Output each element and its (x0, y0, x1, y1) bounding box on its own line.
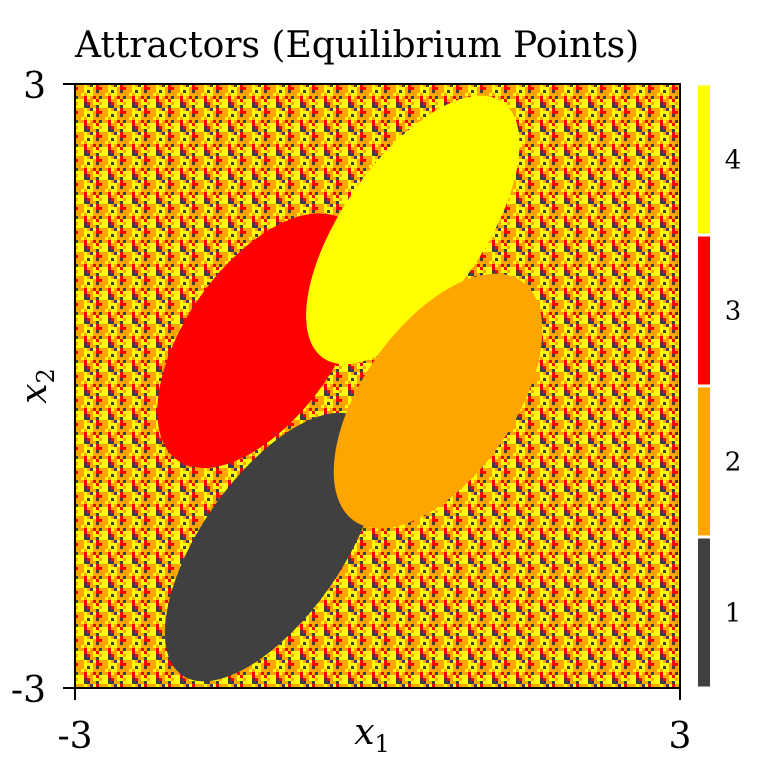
basin-1 (164, 412, 379, 682)
plot-area (75, 84, 680, 688)
y-tick-label-max: 3 (23, 66, 46, 107)
colorbar-label-2: 2 (725, 448, 742, 478)
x-tick-label-min: -3 (57, 716, 92, 757)
basins-layer (157, 95, 543, 682)
colorbar: 1 2 3 4 (698, 85, 742, 687)
colorbar-segment-4 (698, 85, 710, 234)
x-tick-label-max: 3 (669, 716, 692, 757)
plot-frame (74, 83, 681, 689)
y-tick-label-min: -3 (11, 670, 46, 711)
colorbar-label-1: 1 (725, 599, 742, 629)
colorbar-segment-2 (698, 387, 710, 536)
basin-4 (306, 95, 520, 365)
colorbar-label-4: 4 (725, 146, 742, 176)
basin-2 (333, 273, 543, 529)
x-axis-label: x1 (354, 712, 390, 758)
colorbar-label-3: 3 (725, 297, 742, 327)
colorbar-segment-1 (698, 538, 710, 687)
y-axis-label: x2 (14, 368, 60, 404)
chart-title: Attractors (Equilibrium Points) (74, 25, 639, 66)
colorbar-segment-3 (698, 236, 710, 385)
